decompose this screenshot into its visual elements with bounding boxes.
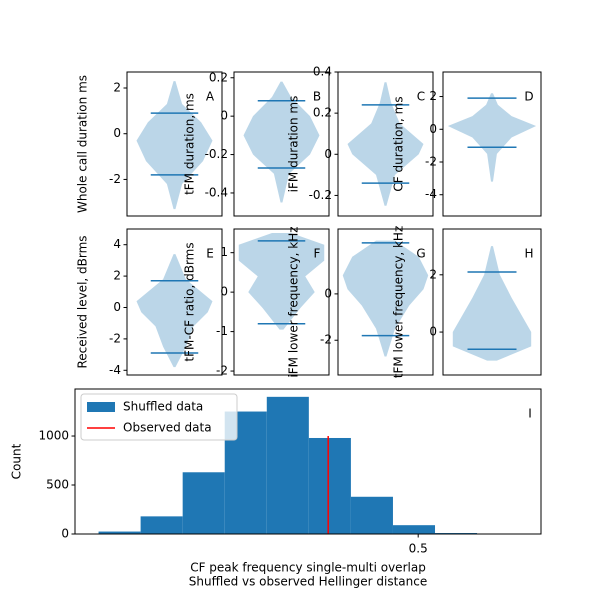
y-tick-label: 0 [220, 285, 228, 299]
violin-body [136, 81, 213, 210]
axes-frame [442, 228, 542, 376]
y-tick-label: -4 [425, 187, 437, 201]
y-tick-label: -2 [320, 333, 332, 347]
y-tick-label: 500 [46, 478, 69, 492]
histogram-bar [266, 396, 309, 534]
violin-body [347, 82, 424, 206]
axes-frame [126, 228, 223, 376]
histogram-bar [308, 437, 351, 534]
y-tick-label: 4 [113, 237, 121, 251]
y-tick-label: -0.2 [205, 147, 228, 161]
violin-body [452, 246, 532, 361]
panel-letter: A [206, 90, 215, 104]
panel-letter: H [524, 247, 533, 261]
y-tick-label: -2 [109, 331, 121, 345]
panel-letter: G [416, 247, 425, 261]
axes-frame [233, 71, 330, 217]
y-tick-label: -4 [109, 363, 121, 377]
y-tick-label: 0 [324, 147, 332, 161]
y-axis-label: Whole call duration ms [76, 75, 90, 213]
panel-letter: D [524, 90, 533, 104]
y-axis-label: Count [10, 443, 24, 479]
y-tick-label: -0.4 [205, 185, 228, 199]
axes-frame [337, 228, 434, 376]
y-tick-label: 0 [113, 300, 121, 314]
histogram-bar [350, 496, 393, 534]
y-axis-label: iFM lower frequency, kHz [287, 226, 301, 377]
y-axis-label: tFM lower frequency, kHz [392, 226, 406, 378]
axes-frame [233, 228, 330, 376]
y-tick-label: 1 [220, 245, 228, 259]
histogram-bar [98, 531, 141, 534]
axes-frame [337, 71, 434, 217]
x-tick-label: 0.5 [409, 542, 428, 556]
y-tick-label: 1000 [38, 429, 69, 443]
histogram-bar [392, 525, 436, 534]
panel-letter: I [528, 407, 532, 421]
x-axis-label: Shuffled vs observed Hellinger distance [189, 575, 427, 589]
y-tick-label: 0 [220, 109, 228, 123]
x-axis-label: CF peak frequency single-multi overlap [190, 561, 426, 575]
legend-swatch [87, 402, 115, 412]
violin-body [342, 240, 429, 357]
y-tick-label: 0 [113, 126, 121, 140]
axes-frame [74, 388, 542, 535]
y-axis-label: tFM duration, ms [183, 93, 197, 195]
axes-frame [126, 71, 223, 217]
y-tick-label: 2 [113, 81, 121, 95]
y-tick-label: 0 [429, 325, 437, 339]
histogram-bar [182, 472, 225, 534]
y-tick-label: 0.2 [313, 106, 332, 120]
violin-body [447, 93, 537, 182]
violin-body [243, 81, 320, 203]
panel-letter: B [313, 90, 321, 104]
y-tick-label: -0.2 [309, 188, 332, 202]
panel-letter: C [417, 90, 425, 104]
y-tick-label: 2 [429, 89, 437, 103]
y-tick-label: 0 [324, 286, 332, 300]
y-tick-label: 0.4 [313, 65, 332, 79]
y-axis-label: Received level, dBrms [76, 235, 90, 368]
y-tick-label: 0.2 [209, 70, 228, 84]
violin-body [136, 254, 213, 368]
y-axis-label: tFM-CF ratio, dBrms [183, 242, 197, 361]
y-tick-label: -1 [216, 324, 228, 338]
histogram-bar [140, 516, 183, 534]
violin-body [238, 232, 325, 330]
y-axis-label: CF duration, ms [392, 96, 406, 191]
y-tick-label: -2 [216, 364, 228, 378]
legend-label: Observed data [123, 421, 212, 435]
y-tick-label: -2 [109, 172, 121, 186]
y-tick-label: -2 [425, 155, 437, 169]
y-tick-label: 0 [61, 527, 69, 541]
legend-label: Shuffled data [123, 400, 203, 414]
panel-letter: E [206, 247, 214, 261]
y-tick-label: 2 [113, 269, 121, 283]
y-tick-label: 0 [429, 122, 437, 136]
legend-box [80, 393, 238, 441]
y-axis-label: iFM duration ms [287, 96, 301, 193]
axes-frame [442, 71, 542, 217]
panel-letter: F [314, 247, 321, 261]
y-tick-label: 2 [429, 267, 437, 281]
